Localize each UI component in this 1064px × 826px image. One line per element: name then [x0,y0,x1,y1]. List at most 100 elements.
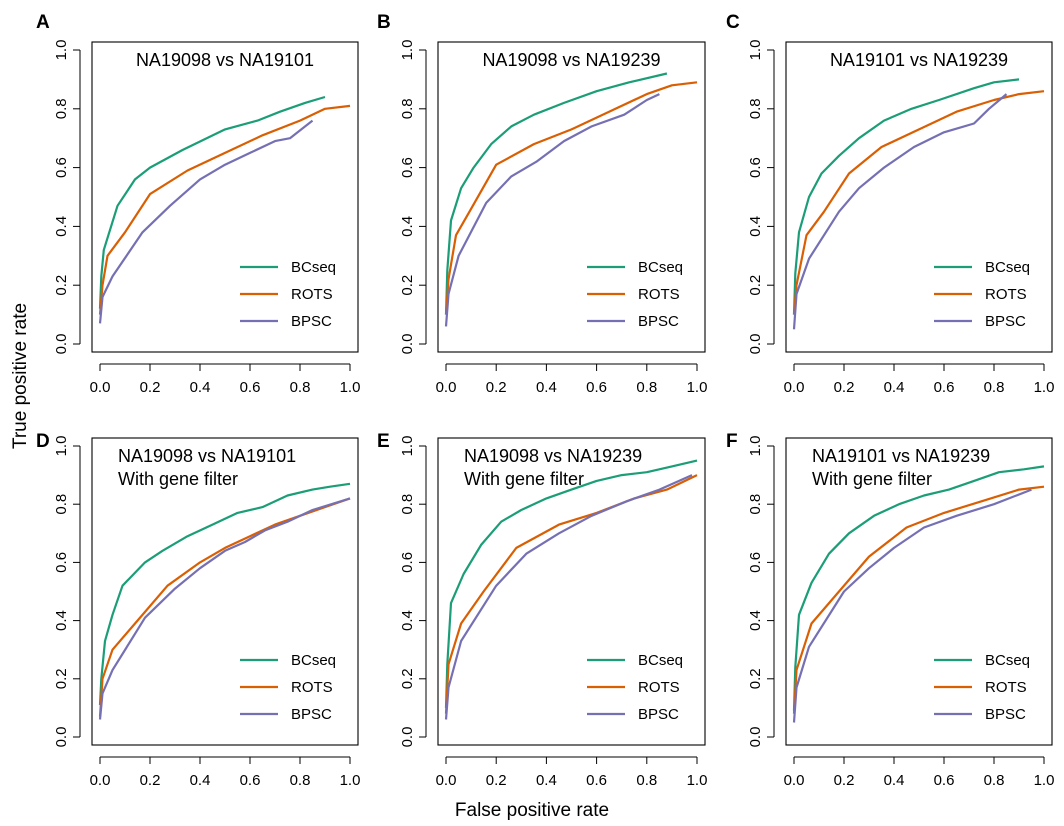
x-tick-label: 0.4 [536,772,557,789]
legend-label-bcseq: BCseq [291,652,336,669]
x-tick-label: 0.2 [140,379,161,396]
panel-title: NA19098 vs NA19101 [136,50,314,70]
x-tick-label: 0.6 [586,379,607,396]
series-line-bpsc [444,474,693,720]
panel-label: C [726,12,740,33]
legend-label-bcseq: BCseq [638,259,683,276]
plot-frame [91,41,359,353]
x-tick-label: 1.0 [687,379,708,396]
series-line-rots [98,104,351,315]
legend-label-rots: ROTS [985,286,1027,303]
x-tick-label: 0.8 [636,379,657,396]
panel-a: A NA19098 vs NA19101 0.0 0.2 0.4 0.6 0.8 1.0 0.0… [36,12,360,396]
x-tick-label: 0.6 [240,379,261,396]
panel-f: F NA19101 vs NA19239 With gene filter 0.0 0.… [726,431,1054,789]
series-line-bpsc [98,497,351,720]
x-tick-label: 0.6 [240,772,261,789]
panel-title: With gene filter [118,469,238,489]
x-tick-label: 0.8 [290,379,311,396]
y-tick-label: 0.2 [53,275,70,296]
series-line-bcseq [792,78,1020,315]
panel-c: C NA19101 vs NA19239 0.0 0.2 0.4 0.6 0.8 1.0 0.0… [726,12,1054,396]
x-tick-label: 0.0 [436,379,457,396]
legend-label-bcseq: BCseq [985,259,1030,276]
legend-label-bpsc: BPSC [291,313,332,330]
y-tick-label: 0.6 [747,157,764,178]
x-tick-label: 0.0 [784,772,805,789]
panel-title: NA19101 vs NA19239 [830,50,1008,70]
series-line-bcseq [98,482,351,706]
panel-title: With gene filter [812,469,932,489]
series-line-rots [444,81,698,315]
x-tick-label: 1.0 [687,772,708,789]
y-tick-label: 0.6 [53,552,70,573]
x-tick-label: 0.6 [934,379,955,396]
y-tick-label: 0.2 [747,668,764,689]
x-tick-label: 0.0 [90,772,111,789]
y-tick-label: 0.0 [747,334,764,355]
legend-label-rots: ROTS [985,679,1027,696]
x-tick-label: 0.8 [984,379,1005,396]
legend-label-bcseq: BCseq [291,259,336,276]
legend-label-bcseq: BCseq [985,652,1030,669]
y-tick-label: 0.8 [399,98,416,119]
y-tick-label: 0.6 [747,552,764,573]
y-tick-label: 0.4 [747,610,764,631]
series-line-bpsc [444,93,660,327]
legend-label-bpsc: BPSC [985,313,1026,330]
y-tick-label: 0.4 [399,216,416,237]
x-tick-label: 0.8 [984,772,1005,789]
x-tick-label: 0.8 [290,772,311,789]
x-tick-label: 0.0 [90,379,111,396]
series-line-bcseq [444,459,698,708]
x-tick-label: 0.0 [436,772,457,789]
x-tick-label: 0.2 [486,772,507,789]
legend-label-rots: ROTS [291,286,333,303]
legend-label-rots: ROTS [638,679,680,696]
y-tick-label: 0.0 [747,727,764,748]
panel-label: D [36,431,50,452]
plot-frame [91,437,359,746]
y-axis-label: True positive rate [10,303,31,449]
y-tick-label: 1.0 [747,436,764,457]
legend-label-bpsc: BPSC [638,706,679,723]
x-tick-label: 1.0 [1034,772,1055,789]
y-tick-label: 1.0 [747,40,764,61]
x-tick-label: 1.0 [340,379,361,396]
x-tick-label: 0.2 [486,379,507,396]
panel-b: B NA19098 vs NA19239 0.0 0.2 0.4 0.6 0.8 1.0 0.0… [377,12,707,396]
panel-title: With gene filter [464,469,584,489]
panel-title: NA19098 vs NA19239 [482,50,660,70]
panel-title: NA19101 vs NA19239 [812,446,990,466]
x-tick-label: 0.4 [884,379,905,396]
plot-frame [785,41,1053,353]
y-tick-label: 1.0 [399,436,416,457]
x-tick-label: 0.2 [834,772,855,789]
series-line-rots [792,90,1045,315]
y-tick-label: 1.0 [53,436,70,457]
x-tick-label: 1.0 [340,772,361,789]
y-tick-label: 0.2 [399,275,416,296]
x-tick-label: 0.4 [884,772,905,789]
series-line-bpsc [792,488,1032,723]
x-tick-label: 0.8 [636,772,657,789]
series-line-bcseq [98,95,326,309]
y-tick-label: 0.6 [53,157,70,178]
legend-label-bpsc: BPSC [291,706,332,723]
legend-label-bcseq: BCseq [638,652,683,669]
panel-label: A [36,12,50,33]
series-line-rots [792,485,1045,714]
series-line-bpsc [98,119,314,324]
panel-label: E [377,431,390,452]
y-tick-label: 1.0 [399,40,416,61]
y-tick-label: 0.8 [747,494,764,515]
y-tick-label: 0.8 [747,98,764,119]
x-tick-label: 0.6 [934,772,955,789]
x-tick-label: 0.2 [834,379,855,396]
y-tick-label: 0.8 [53,494,70,515]
series-line-bcseq [792,465,1045,711]
x-tick-label: 0.2 [140,772,161,789]
y-tick-label: 0.2 [747,275,764,296]
panel-label: B [377,12,391,33]
